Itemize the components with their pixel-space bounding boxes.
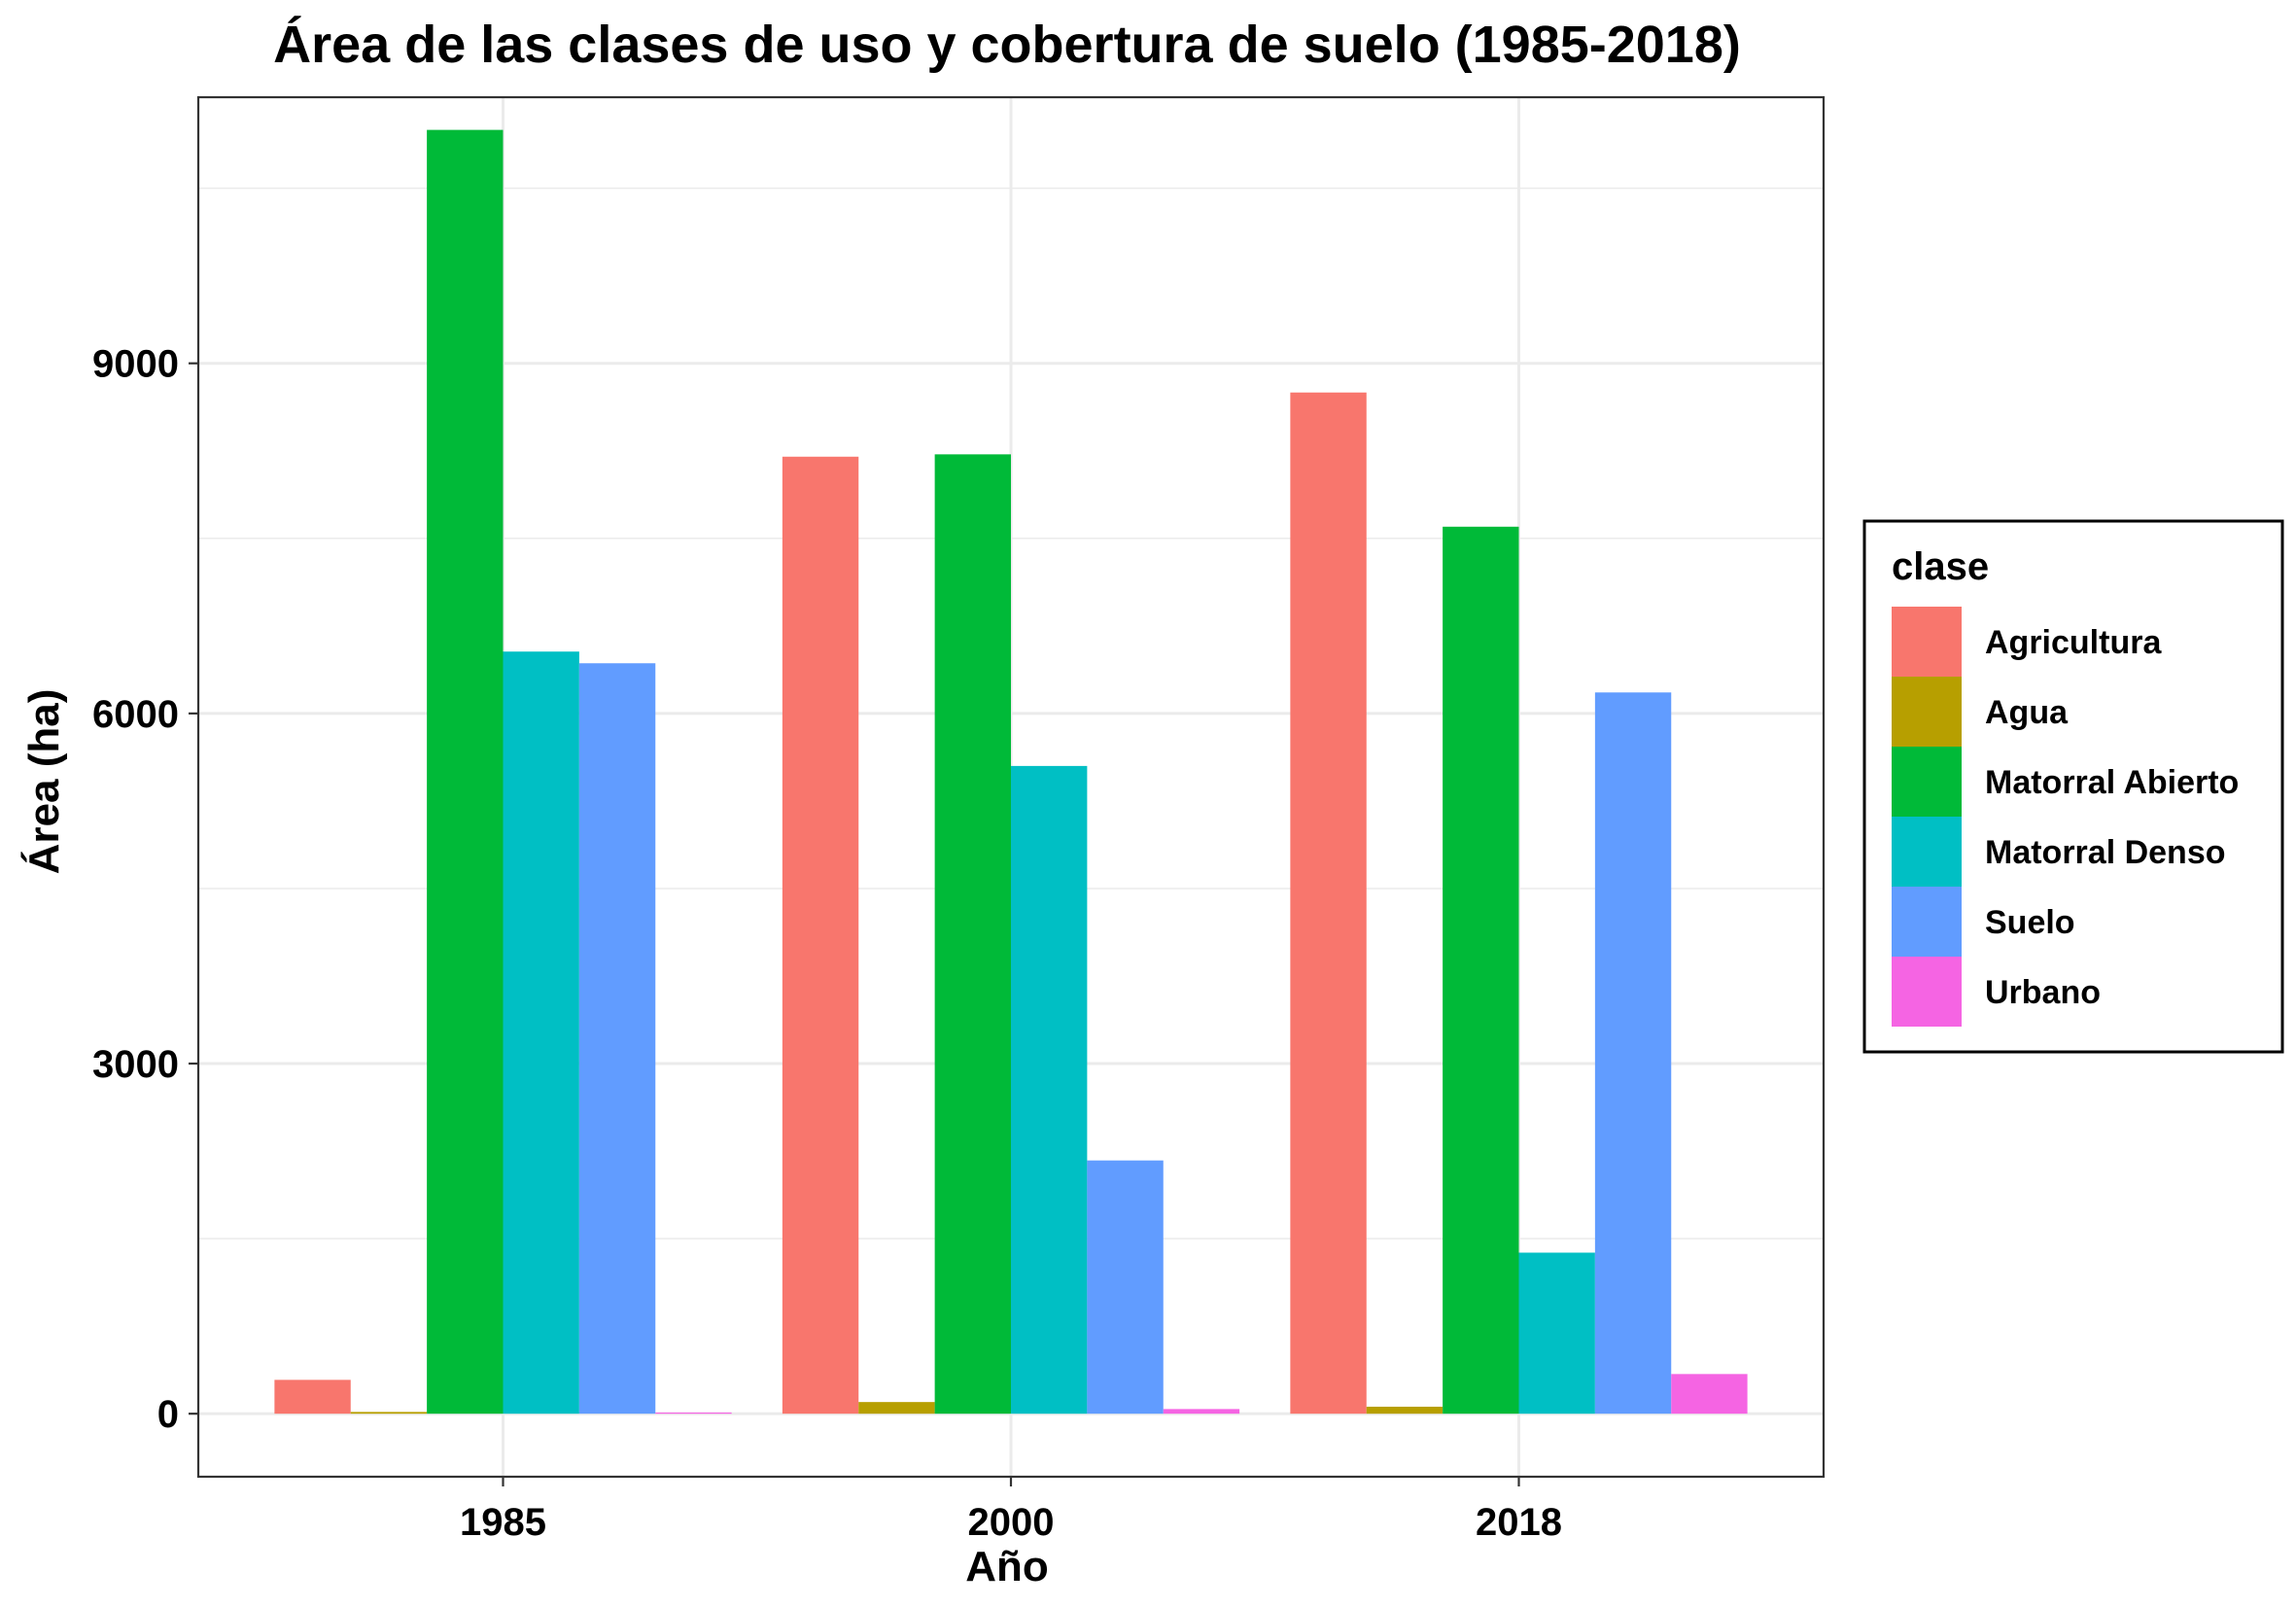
legend: clase Agricultura Agua Matorral Abierto Mat…: [1862, 519, 2284, 1054]
x-tick-label: 1985: [460, 1501, 546, 1544]
legend-key-urbano: [1892, 957, 1962, 1027]
y-tick-label: 9000: [92, 343, 179, 386]
bar-agua-2018: [1366, 1406, 1444, 1415]
bar-suelo-1985: [578, 663, 656, 1415]
bar-suelo-2018: [1594, 692, 1672, 1415]
legend-key-matorral-abierto: [1892, 747, 1962, 817]
bars: [274, 129, 1748, 1415]
bar-matorral-abierto-2000: [934, 454, 1011, 1415]
legend-key-agua: [1892, 677, 1962, 747]
bar-suelo-2000: [1087, 1160, 1164, 1415]
legend-items: Agricultura Agua Matorral Abierto Matorral …: [1892, 607, 2239, 1027]
legend-label: Suelo: [1985, 904, 2075, 941]
y-axis-title: Área (ha): [19, 689, 68, 875]
x-axis-title: Año: [965, 1543, 1049, 1590]
legend-key-matorral-denso: [1892, 817, 1962, 887]
y-tick-label: 6000: [92, 693, 179, 736]
y-tick-label: 0: [157, 1393, 179, 1436]
y-tick-label: 3000: [92, 1043, 179, 1086]
bar-urbano-2000: [1163, 1409, 1240, 1415]
bar-urbano-1985: [655, 1412, 732, 1415]
x-tick-label: 2018: [1476, 1501, 1562, 1544]
axes: 0 3000 6000 9000 1985 2000 2018: [92, 343, 1562, 1544]
legend-key-suelo: [1892, 887, 1962, 957]
bar-agua-2000: [858, 1402, 935, 1415]
bar-matorral-denso-2000: [1011, 765, 1088, 1415]
bar-agricultura-1985: [274, 1380, 351, 1415]
legend-title: clase: [1892, 545, 1989, 588]
bar-agricultura-2018: [1290, 392, 1367, 1415]
chart-title: Área de las clases de uso y cobertura de…: [273, 16, 1741, 74]
bar-agricultura-2000: [782, 456, 859, 1415]
bar-urbano-2018: [1671, 1374, 1748, 1415]
bar-matorral-abierto-1985: [427, 129, 504, 1415]
bar-matorral-denso-2018: [1518, 1252, 1595, 1415]
x-tick-label: 2000: [968, 1501, 1055, 1544]
legend-key-agricultura: [1892, 607, 1962, 677]
legend-label: Matorral Abierto: [1985, 764, 2239, 801]
legend-label: Agricultura: [1985, 624, 2162, 661]
legend-label: Matorral Denso: [1985, 834, 2226, 871]
legend-label: Agua: [1985, 694, 2069, 731]
bar-matorral-abierto-2018: [1443, 526, 1519, 1415]
legend-label: Urbano: [1985, 974, 2101, 1011]
bar-agua-1985: [350, 1412, 428, 1415]
bar-matorral-denso-1985: [503, 651, 579, 1415]
